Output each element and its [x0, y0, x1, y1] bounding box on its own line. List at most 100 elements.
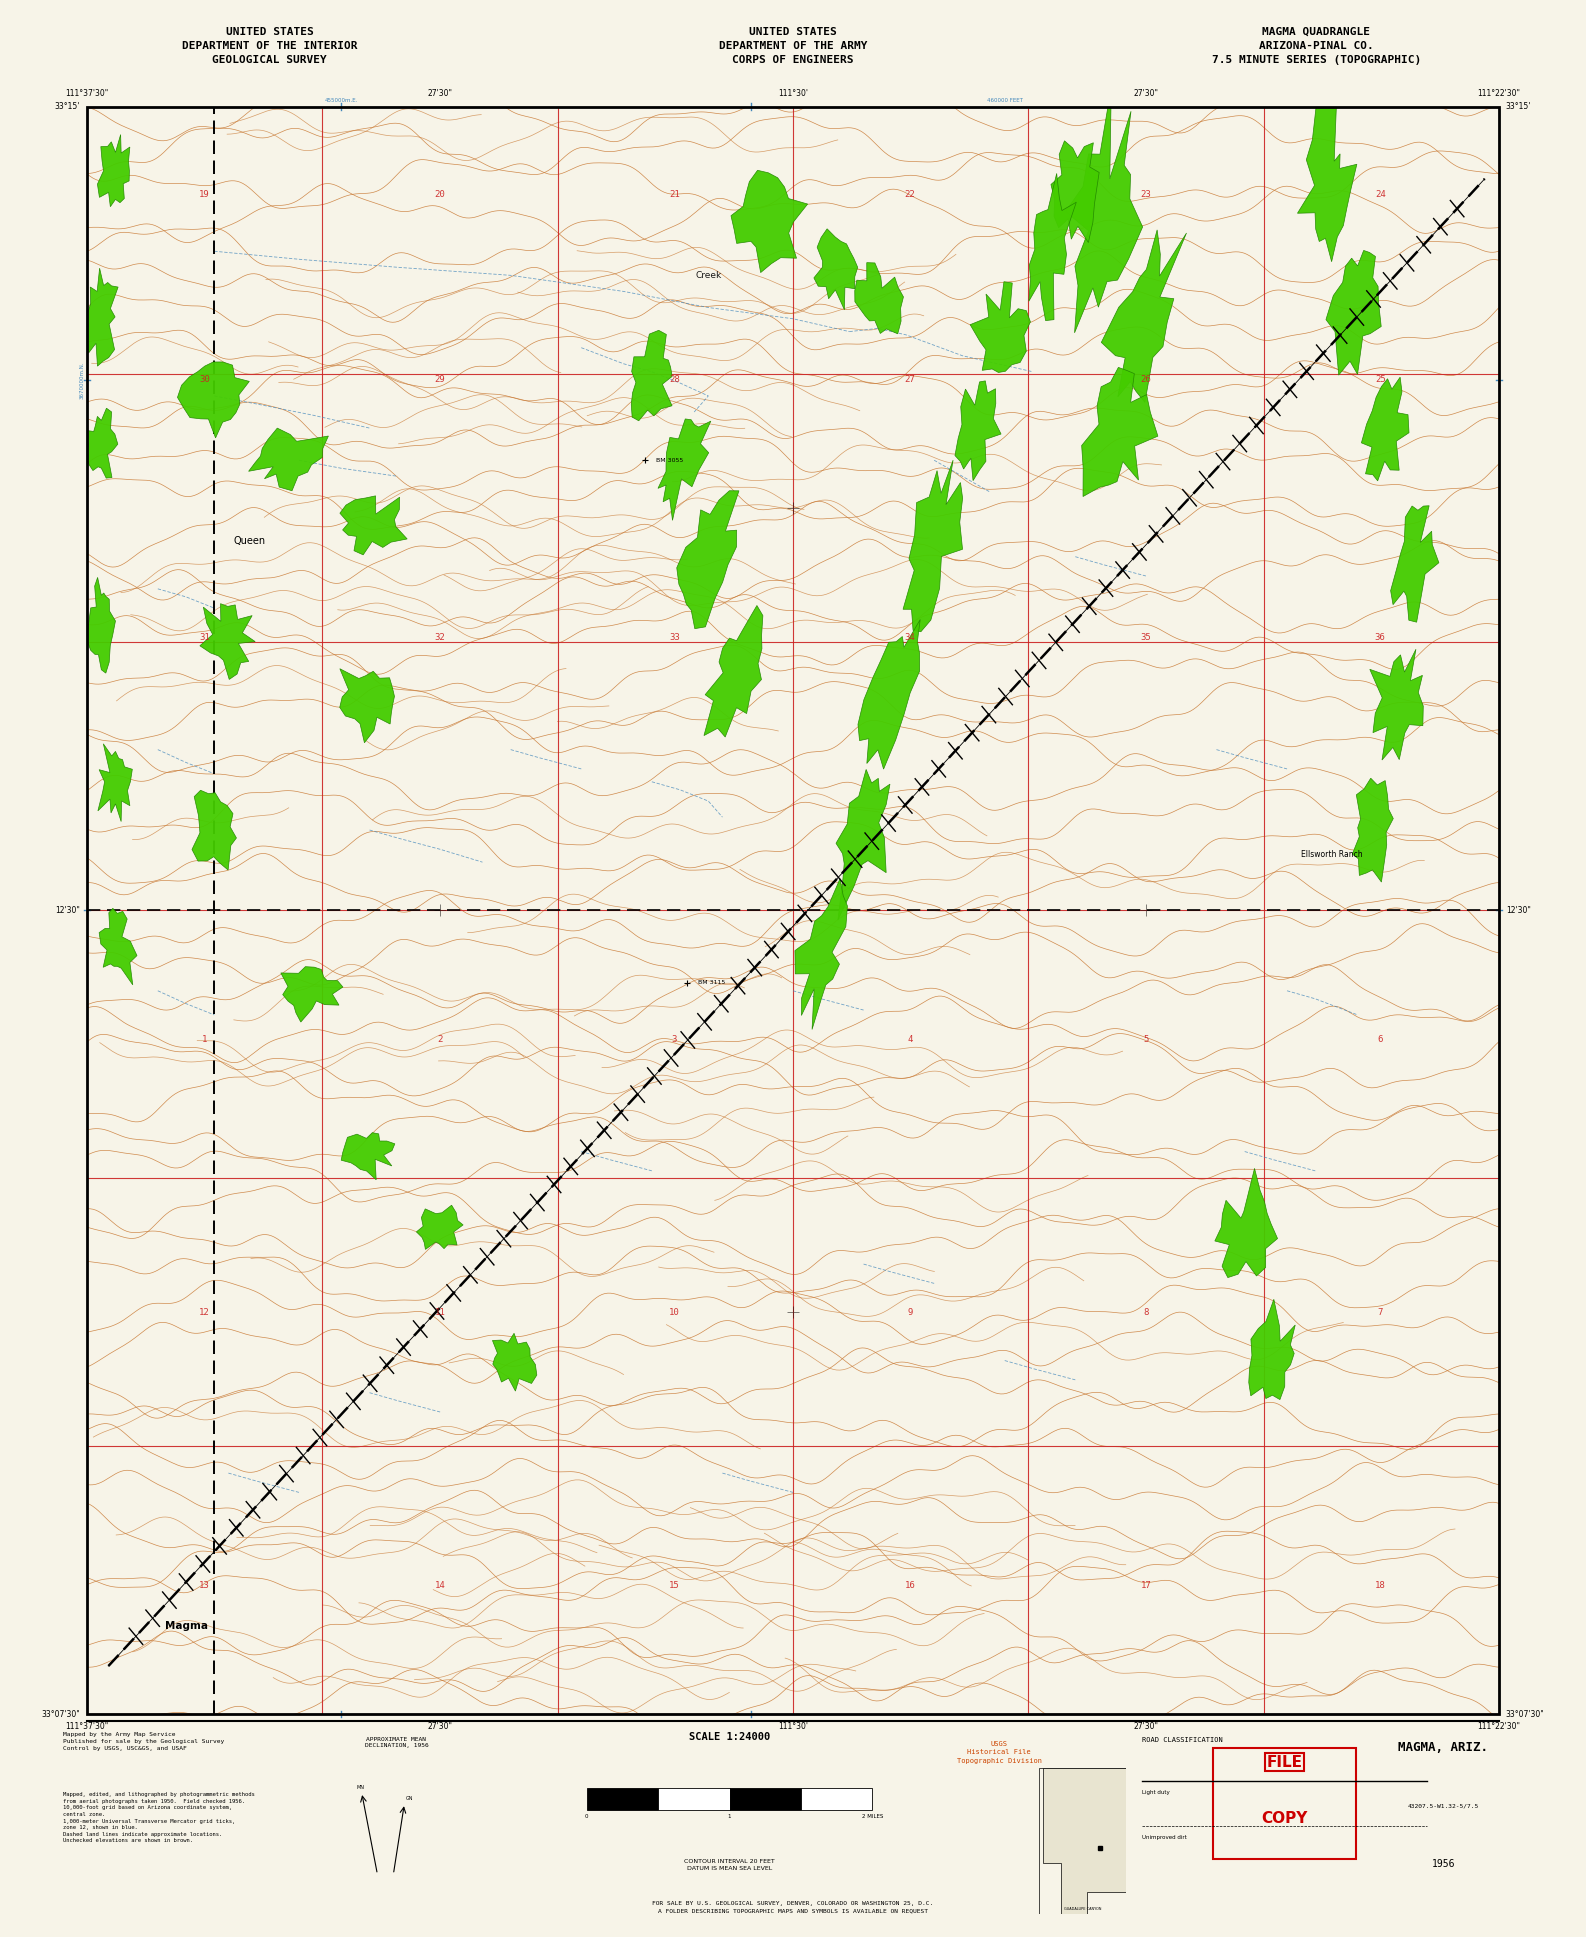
Text: Light duty: Light duty [1142, 1790, 1169, 1796]
Text: 111°22'30": 111°22'30" [1477, 1722, 1521, 1732]
Polygon shape [704, 606, 763, 736]
Text: FOR SALE BY U.S. GEOLOGICAL SURVEY, DENVER, COLORADO OR WASHINGTON 25, D.C.
A FO: FOR SALE BY U.S. GEOLOGICAL SURVEY, DENV… [652, 1902, 934, 1914]
Polygon shape [339, 496, 408, 554]
Polygon shape [814, 229, 858, 310]
Text: 27: 27 [904, 376, 915, 384]
Text: 1956: 1956 [1432, 1860, 1454, 1869]
Text: 11: 11 [435, 1307, 446, 1317]
Text: 17: 17 [1140, 1581, 1151, 1590]
Text: 13: 13 [198, 1581, 209, 1590]
Text: 111°37'30": 111°37'30" [65, 89, 109, 99]
Text: 29: 29 [435, 376, 446, 384]
Polygon shape [1029, 174, 1077, 322]
Bar [801, 1788, 872, 1809]
Text: SCALE 1:24000: SCALE 1:24000 [688, 1732, 771, 1741]
Text: 5: 5 [1144, 1034, 1148, 1044]
Text: GUADALUPE CANYON: GUADALUPE CANYON [1064, 1906, 1101, 1910]
Polygon shape [1361, 378, 1408, 480]
Text: 12: 12 [198, 1307, 209, 1317]
Polygon shape [1297, 85, 1358, 261]
Text: USGS
Historical File
Topographic Division: USGS Historical File Topographic Divisio… [956, 1741, 1042, 1765]
Text: Ellsworth Ranch: Ellsworth Ranch [1301, 850, 1362, 858]
Polygon shape [1326, 250, 1381, 376]
Polygon shape [855, 263, 904, 333]
Text: 6: 6 [1378, 1034, 1383, 1044]
Text: ROAD CLASSIFICATION: ROAD CLASSIFICATION [1142, 1736, 1223, 1743]
Polygon shape [631, 331, 672, 420]
Text: 36: 36 [1375, 633, 1386, 641]
Bar [587, 1788, 658, 1809]
Text: UNITED STATES
DEPARTMENT OF THE ARMY
CORPS OF ENGINEERS: UNITED STATES DEPARTMENT OF THE ARMY COR… [718, 27, 868, 64]
Text: Unimproved dirt: Unimproved dirt [1142, 1834, 1186, 1840]
Polygon shape [100, 908, 136, 984]
Polygon shape [1082, 368, 1158, 496]
Text: 3670000m.N.: 3670000m.N. [79, 360, 84, 399]
Polygon shape [493, 1333, 536, 1391]
Polygon shape [82, 409, 117, 478]
Polygon shape [1101, 231, 1186, 403]
Text: APPROXIMATE MEAN
DECLINATION, 1956: APPROXIMATE MEAN DECLINATION, 1956 [365, 1736, 428, 1747]
Polygon shape [795, 879, 847, 1029]
Polygon shape [98, 744, 132, 821]
Polygon shape [341, 1133, 395, 1180]
Text: FILE: FILE [1267, 1755, 1302, 1770]
Polygon shape [1353, 779, 1393, 881]
Text: MN: MN [355, 1786, 365, 1790]
Text: 14: 14 [435, 1581, 446, 1590]
Text: 27'30": 27'30" [1134, 89, 1158, 99]
Text: 455000m.E.: 455000m.E. [325, 99, 358, 103]
Text: GN: GN [406, 1796, 412, 1801]
Text: 111°37'30": 111°37'30" [65, 1722, 109, 1732]
Text: 16: 16 [904, 1581, 915, 1590]
Text: MAGMA QUADRANGLE
ARIZONA-PINAL CO.
7.5 MINUTE SERIES (TOPOGRAPHIC): MAGMA QUADRANGLE ARIZONA-PINAL CO. 7.5 M… [1212, 27, 1421, 64]
Text: 15: 15 [669, 1581, 680, 1590]
Text: 1: 1 [728, 1815, 731, 1819]
Text: 460000 FEET: 460000 FEET [986, 99, 1023, 103]
Text: 27'30": 27'30" [428, 89, 452, 99]
Polygon shape [339, 668, 395, 742]
Text: 8: 8 [1144, 1307, 1148, 1317]
Polygon shape [87, 577, 116, 674]
Text: 33°07'30": 33°07'30" [41, 1710, 81, 1718]
Polygon shape [86, 267, 117, 366]
Polygon shape [1066, 87, 1142, 333]
Text: 33°07'30": 33°07'30" [1505, 1710, 1545, 1718]
Text: 22: 22 [904, 190, 915, 200]
Polygon shape [971, 281, 1031, 372]
Text: 12'30": 12'30" [56, 907, 81, 914]
Text: 10: 10 [669, 1307, 680, 1317]
Bar [730, 1788, 801, 1809]
Text: 25: 25 [1375, 376, 1386, 384]
Polygon shape [200, 604, 255, 680]
Text: Queen: Queen [233, 537, 265, 546]
Text: BM 3115: BM 3115 [698, 980, 726, 986]
Text: 21: 21 [669, 190, 680, 200]
Text: 35: 35 [1140, 633, 1151, 641]
Text: BM 3055: BM 3055 [657, 457, 684, 463]
Bar [1213, 1747, 1356, 1860]
Text: 111°30': 111°30' [779, 89, 807, 99]
Text: Creek: Creek [695, 271, 722, 279]
Polygon shape [658, 418, 711, 521]
Text: 33°15': 33°15' [56, 103, 81, 110]
Polygon shape [97, 134, 130, 207]
Polygon shape [417, 1205, 463, 1249]
Polygon shape [1052, 141, 1099, 242]
Text: 20: 20 [435, 190, 446, 200]
Text: 7: 7 [1378, 1307, 1383, 1317]
Text: 111°30': 111°30' [779, 1722, 807, 1732]
Polygon shape [836, 769, 890, 920]
Text: 30: 30 [198, 376, 209, 384]
Text: 3: 3 [672, 1034, 677, 1044]
Polygon shape [1370, 649, 1423, 759]
Polygon shape [731, 170, 807, 273]
Text: 32: 32 [435, 633, 446, 641]
Text: 4: 4 [907, 1034, 914, 1044]
Text: 26: 26 [1140, 376, 1151, 384]
Text: 2: 2 [438, 1034, 442, 1044]
Text: Magma: Magma [165, 1621, 208, 1631]
Polygon shape [858, 620, 920, 769]
Text: 28: 28 [669, 376, 680, 384]
Bar [658, 1788, 730, 1809]
Text: 43207.5-W1.32-5/7.5: 43207.5-W1.32-5/7.5 [1408, 1803, 1478, 1809]
